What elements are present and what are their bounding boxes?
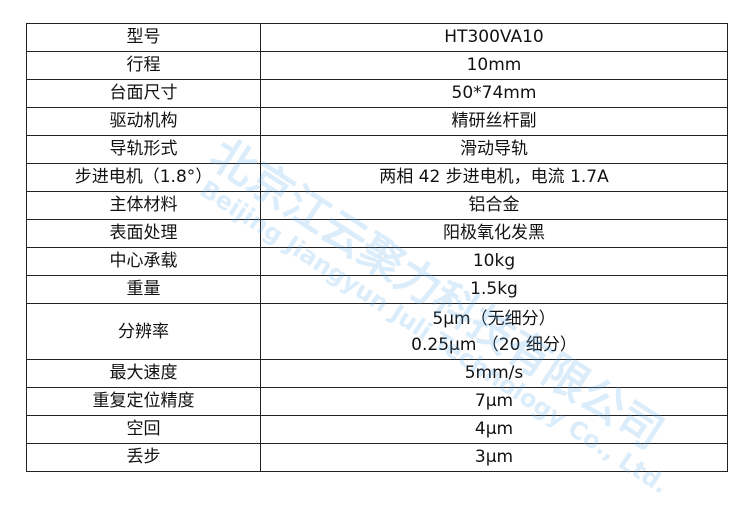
spec-value: 7μm [260,387,728,416]
spec-label: 重复定位精度 [26,387,261,416]
spec-value: 50*74mm [260,79,728,108]
spec-value: 10kg [260,247,728,276]
table-row: 最大速度 5mm/s [26,359,728,388]
spec-label: 步进电机（1.8°） [26,163,261,192]
table-row: 主体材料 铝合金 [26,191,728,220]
spec-label: 最大速度 [26,359,261,388]
table-row: 丢步 3μm [26,443,728,472]
spec-value-line: 0.25μm （20 细分） [411,334,577,355]
spec-label: 行程 [26,51,261,80]
spec-value: 铝合金 [260,191,728,220]
table-row: 行程 10mm [26,51,728,80]
table-row: 表面处理 阳极氧化发黑 [26,219,728,248]
spec-label: 空回 [26,415,261,444]
table-row: 导轨形式 滑动导轨 [26,135,728,164]
table-row: 步进电机（1.8°） 两相 42 步进电机，电流 1.7A [26,163,728,192]
table-row: 重复定位精度 7μm [26,387,728,416]
spec-value: HT300VA10 [260,23,728,52]
table-row: 中心承载 10kg [26,247,728,276]
spec-value: 阳极氧化发黑 [260,219,728,248]
table-row: 空回 4μm [26,415,728,444]
table-row: 重量 1.5kg [26,275,728,304]
spec-label: 表面处理 [26,219,261,248]
spec-label: 台面尺寸 [26,79,261,108]
spec-value: 两相 42 步进电机，电流 1.7A [260,163,728,192]
spec-label: 驱动机构 [26,107,261,136]
spec-table: 型号 HT300VA10 行程 10mm 台面尺寸 50*74mm 驱动机构 精研丝杆副 导轨形… [26,23,728,472]
spec-value: 10mm [260,51,728,80]
spec-label: 中心承载 [26,247,261,276]
table-row: 分辨率 5μm（无细分） 0.25μm （20 细分） [26,303,728,360]
spec-value: 1.5kg [260,275,728,304]
spec-label: 导轨形式 [26,135,261,164]
spec-label: 丢步 [26,443,261,472]
spec-label: 主体材料 [26,191,261,220]
spec-value-line: 5μm（无细分） [432,308,556,329]
spec-value: 滑动导轨 [260,135,728,164]
spec-label: 分辨率 [26,303,261,360]
table-row: 型号 HT300VA10 [26,23,728,52]
spec-value: 5mm/s [260,359,728,388]
spec-value: 4μm [260,415,728,444]
spec-value: 3μm [260,443,728,472]
spec-label: 型号 [26,23,261,52]
spec-value: 精研丝杆副 [260,107,728,136]
spec-value: 5μm（无细分） 0.25μm （20 细分） [260,303,728,360]
spec-label: 重量 [26,275,261,304]
table-row: 台面尺寸 50*74mm [26,79,728,108]
table-row: 驱动机构 精研丝杆副 [26,107,728,136]
